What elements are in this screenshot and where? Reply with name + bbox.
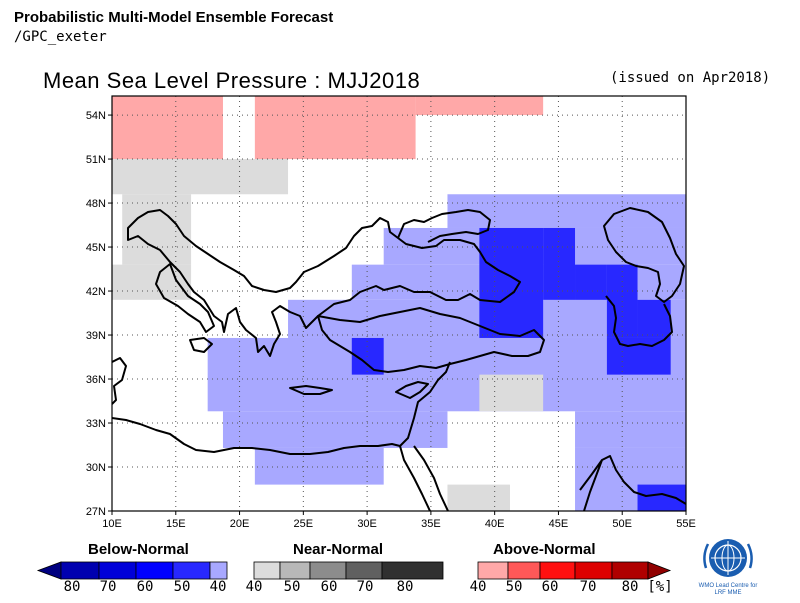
y-tick-label: 27N — [86, 506, 106, 518]
legend-near-tick: 70 — [356, 579, 374, 595]
legend-above-tick: 80 — [621, 579, 639, 595]
legend-above-swatch — [477, 561, 509, 580]
legend-below-swatch — [172, 561, 211, 580]
x-tick-label: 55E — [676, 518, 696, 530]
probability-cell-17 — [575, 264, 607, 300]
x-tick-label: 40E — [485, 518, 505, 530]
coastline-black-sea-north — [397, 209, 491, 243]
legend-above-tick: 40 — [469, 579, 487, 595]
x-tick-label: 20E — [230, 518, 250, 530]
legend-above-swatch — [507, 561, 541, 580]
probability-cell-24 — [447, 484, 510, 511]
legend-near-tick: 50 — [283, 579, 301, 595]
x-tick-label: 50E — [612, 518, 632, 530]
legend-below-swatch — [60, 561, 100, 580]
header-title: Probabilistic Multi-Model Ensemble Forec… — [14, 9, 334, 26]
probability-cell-3 — [112, 159, 289, 195]
x-tick-label: 25E — [294, 518, 314, 530]
probability-cells — [112, 96, 686, 511]
y-tick-label: 42N — [86, 286, 106, 298]
coastline-gulf — [579, 455, 686, 511]
legend-near-swatch — [309, 561, 347, 580]
legend-below-swatch — [209, 561, 228, 580]
x-tick-label: 15E — [166, 518, 186, 530]
legend-below-tick: 80 — [63, 579, 81, 595]
legend-above-normal-label: Above-Normal — [493, 541, 596, 558]
coastline-turkey — [317, 307, 545, 373]
probability-cell-15 — [479, 227, 544, 338]
probability-cell-1 — [254, 96, 416, 160]
logo-caption-1: WMO Lead Centre for — [699, 583, 758, 589]
legend-below-tick: 60 — [136, 579, 154, 595]
legend-below-arrow — [36, 561, 62, 580]
legend-near-swatch — [381, 561, 444, 580]
x-tick-label: 35E — [421, 518, 441, 530]
wmo-globe-icon: WMO Lead Centre for LRF MME — [699, 539, 758, 596]
y-tick-label: 54N — [86, 110, 106, 122]
probability-cell-13 — [254, 447, 384, 485]
legend-below-swatch — [98, 561, 137, 580]
wmo-logo: WMO Lead Centre for LRF MME — [688, 530, 768, 598]
logo-caption-2: LRF MME — [715, 590, 742, 596]
x-tick-label: 10E — [102, 518, 122, 530]
coastline-europe — [112, 209, 521, 405]
legend-above-swatch — [539, 561, 576, 580]
legend-near-swatch — [345, 561, 383, 580]
legend-below-tick: 50 — [173, 579, 191, 595]
probability-cell-6 — [447, 194, 686, 228]
legend-near-normal-label: Near-Normal — [293, 541, 384, 558]
plot-frame — [111, 95, 687, 512]
y-tick-label: 39N — [86, 330, 106, 342]
probability-cell-10 — [207, 337, 686, 412]
coastline-sicily — [189, 337, 213, 353]
legend-below-swatch — [135, 561, 174, 580]
issued-date: (issued on Apr2018) — [610, 70, 771, 86]
coastline-crete — [289, 385, 333, 395]
coastline-caspian-south — [605, 295, 673, 347]
legend-scale — [36, 561, 672, 580]
legend-below-tick: 40 — [209, 579, 227, 595]
coastline-cyprus — [395, 381, 429, 399]
probability-cell-2 — [415, 96, 544, 116]
y-tick-label: 36N — [86, 374, 106, 386]
legend-above-swatch — [574, 561, 613, 580]
coastlines — [112, 207, 686, 511]
map-title: Mean Sea Level Pressure : MJJ2018 — [43, 68, 421, 93]
probability-cell-22 — [637, 484, 686, 511]
y-tick-label: 51N — [86, 154, 106, 166]
legend-above-tick: 70 — [579, 579, 597, 595]
coastline-caspian — [603, 207, 685, 303]
legend-near-swatch — [279, 561, 311, 580]
y-tick-label: 33N — [86, 418, 106, 430]
legend-near-tick: 60 — [320, 579, 338, 595]
grid-lines — [112, 96, 686, 511]
legend-near-swatch — [253, 561, 281, 580]
probability-cell-0 — [112, 96, 223, 160]
legend-below-normal-label: Below-Normal — [88, 541, 189, 558]
coastline-italy — [155, 263, 215, 333]
coastline-levant-africa — [112, 361, 451, 455]
axis-ticks: 10E 15E 20E 25E 30E 35E 40E 45E 50E 55E 54N 51N 48N 4… — [86, 110, 696, 530]
x-tick-label: 45E — [549, 518, 569, 530]
probability-cell-12 — [575, 411, 686, 448]
legend-above-tick: 50 — [505, 579, 523, 595]
x-tick-label: 30E — [357, 518, 377, 530]
legend-above-arrow — [647, 561, 672, 580]
probability-cell-23 — [479, 374, 544, 412]
header-subtitle: /GPC_exeter — [14, 29, 107, 45]
legend-below-tick: 70 — [99, 579, 117, 595]
y-tick-label: 48N — [86, 198, 106, 210]
legend-above-swatch — [611, 561, 649, 580]
legend-above-tick: 60 — [541, 579, 559, 595]
y-tick-label: 45N — [86, 242, 106, 254]
legend-near-tick: 40 — [245, 579, 263, 595]
legend-unit: [%] — [647, 579, 673, 595]
probability-cell-16 — [543, 227, 576, 300]
y-tick-label: 30N — [86, 462, 106, 474]
legend-near-tick: 80 — [396, 579, 414, 595]
coastline-red-sea — [399, 445, 449, 511]
